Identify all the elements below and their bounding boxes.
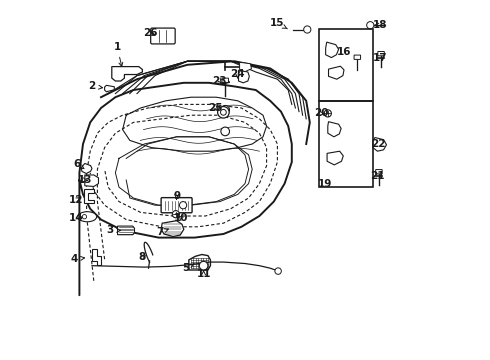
Polygon shape [327, 151, 343, 165]
Text: 15: 15 [270, 18, 288, 29]
Text: 23: 23 [213, 76, 227, 86]
Polygon shape [240, 62, 251, 72]
Text: 14: 14 [69, 213, 84, 223]
Circle shape [304, 26, 311, 33]
Text: 9: 9 [173, 191, 180, 201]
Circle shape [218, 107, 229, 118]
Text: 1: 1 [114, 42, 123, 67]
FancyBboxPatch shape [222, 78, 228, 82]
Text: 13: 13 [77, 175, 92, 185]
Circle shape [82, 215, 87, 219]
Text: 16: 16 [337, 47, 351, 57]
Circle shape [220, 109, 226, 115]
Text: 25: 25 [208, 103, 223, 113]
Text: 19: 19 [318, 179, 333, 189]
Polygon shape [189, 255, 210, 270]
Polygon shape [239, 70, 249, 83]
Text: 26: 26 [143, 28, 157, 38]
Polygon shape [84, 189, 94, 203]
Circle shape [179, 202, 187, 209]
Text: 2: 2 [88, 81, 102, 91]
Polygon shape [92, 249, 101, 265]
FancyBboxPatch shape [151, 28, 175, 44]
Circle shape [324, 110, 331, 117]
Circle shape [367, 22, 374, 29]
Polygon shape [85, 175, 98, 186]
Polygon shape [373, 138, 387, 151]
FancyBboxPatch shape [378, 51, 384, 56]
Bar [319, 101, 373, 187]
Polygon shape [161, 221, 184, 237]
Circle shape [275, 268, 281, 274]
Polygon shape [104, 85, 114, 92]
Polygon shape [81, 163, 92, 174]
Text: 3: 3 [106, 225, 121, 235]
Text: 24: 24 [230, 69, 245, 79]
Text: 4: 4 [70, 254, 85, 264]
Bar [319, 29, 373, 101]
Text: 7: 7 [157, 227, 169, 237]
Text: 6: 6 [73, 159, 84, 169]
Text: 10: 10 [173, 213, 188, 223]
Text: 17: 17 [373, 53, 387, 63]
Polygon shape [328, 122, 341, 137]
Text: 22: 22 [371, 139, 386, 149]
Text: 5: 5 [182, 263, 195, 273]
Text: 18: 18 [373, 20, 387, 30]
Text: 20: 20 [314, 108, 329, 118]
Polygon shape [326, 42, 339, 58]
FancyBboxPatch shape [376, 170, 382, 174]
Polygon shape [328, 66, 344, 79]
Circle shape [221, 127, 229, 136]
Polygon shape [112, 67, 143, 81]
FancyBboxPatch shape [161, 198, 192, 213]
FancyBboxPatch shape [354, 55, 361, 59]
Ellipse shape [78, 212, 97, 222]
Text: 11: 11 [196, 269, 211, 279]
Polygon shape [118, 226, 134, 235]
Text: 8: 8 [139, 252, 146, 262]
Circle shape [199, 261, 208, 270]
Circle shape [221, 105, 229, 114]
Text: 12: 12 [69, 195, 84, 205]
Circle shape [172, 211, 179, 218]
Text: 21: 21 [370, 171, 385, 181]
